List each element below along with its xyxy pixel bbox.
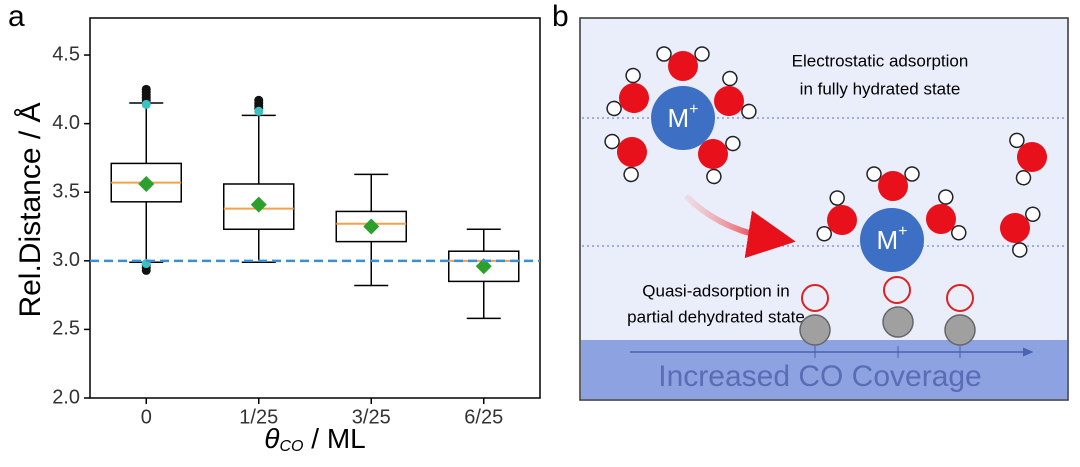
box [335, 210, 407, 243]
co-carbon [882, 306, 914, 338]
outlier [141, 265, 151, 275]
outlier [254, 95, 264, 105]
mean [363, 218, 380, 235]
x-label-subscript: CO [279, 438, 303, 455]
ion-charge: + [898, 223, 907, 240]
diagram: Increased CO Coverage Electrostatic adso… [579, 17, 1069, 401]
x-tick-label: 0 [141, 406, 152, 428]
plot-area: 2.0 2.5 3.0 3.5 4.0 4.5 0 1/25 3/25 6/25 [52, 43, 540, 428]
ion-charge: + [689, 101, 698, 118]
ion [651, 86, 715, 150]
co-oxygen [883, 276, 911, 304]
plot-frame [89, 17, 541, 399]
ion-label: M+ [876, 223, 907, 255]
y-tick-label: 2.5 [52, 318, 80, 340]
x-label-unit: / ML [303, 423, 365, 454]
mean [138, 175, 155, 192]
co-oxygen [801, 284, 829, 312]
y-tick-label: 3.0 [52, 249, 80, 271]
transition-arrow [683, 193, 796, 259]
highlight-point [254, 106, 264, 116]
x-tick-label: 3/25 [352, 406, 391, 428]
y-tick-label: 3.5 [52, 181, 80, 203]
x-tick-label: 1/25 [239, 406, 278, 428]
diagram-text: Quasi-adsorption in [642, 281, 789, 300]
ion [860, 208, 924, 272]
x-axis-label: θCO / ML [264, 423, 365, 455]
y-tick-label: 2.0 [52, 386, 80, 408]
y-tick-label: 4.5 [52, 43, 80, 65]
co-oxygen [946, 284, 974, 312]
diagram-text: in fully hydrated state [800, 79, 961, 98]
outlier [141, 84, 151, 94]
panel-label: a [8, 0, 25, 33]
diagram-text: partial dehydrated state [627, 307, 805, 326]
highlight-point [141, 99, 151, 109]
ion-symbol: M [876, 225, 898, 255]
mean [475, 258, 492, 275]
diagram-text: Electrostatic adsorption [792, 51, 969, 70]
x-label-symbol: θ [264, 423, 279, 454]
box [448, 250, 520, 283]
x-tick-label: 6/25 [464, 406, 503, 428]
box [223, 183, 295, 231]
coverage-band [581, 340, 1067, 399]
ion-label: M+ [667, 101, 698, 133]
co-carbon [944, 314, 976, 346]
y-tick-label: 4.0 [52, 112, 80, 134]
ion-symbol: M [667, 103, 689, 133]
mean [250, 196, 267, 213]
coverage-label: Increased CO Coverage [658, 360, 982, 393]
panel-label: b [552, 0, 569, 33]
y-axis-label: Rel.Distance / Å [14, 102, 47, 317]
co-carbon [799, 314, 831, 346]
